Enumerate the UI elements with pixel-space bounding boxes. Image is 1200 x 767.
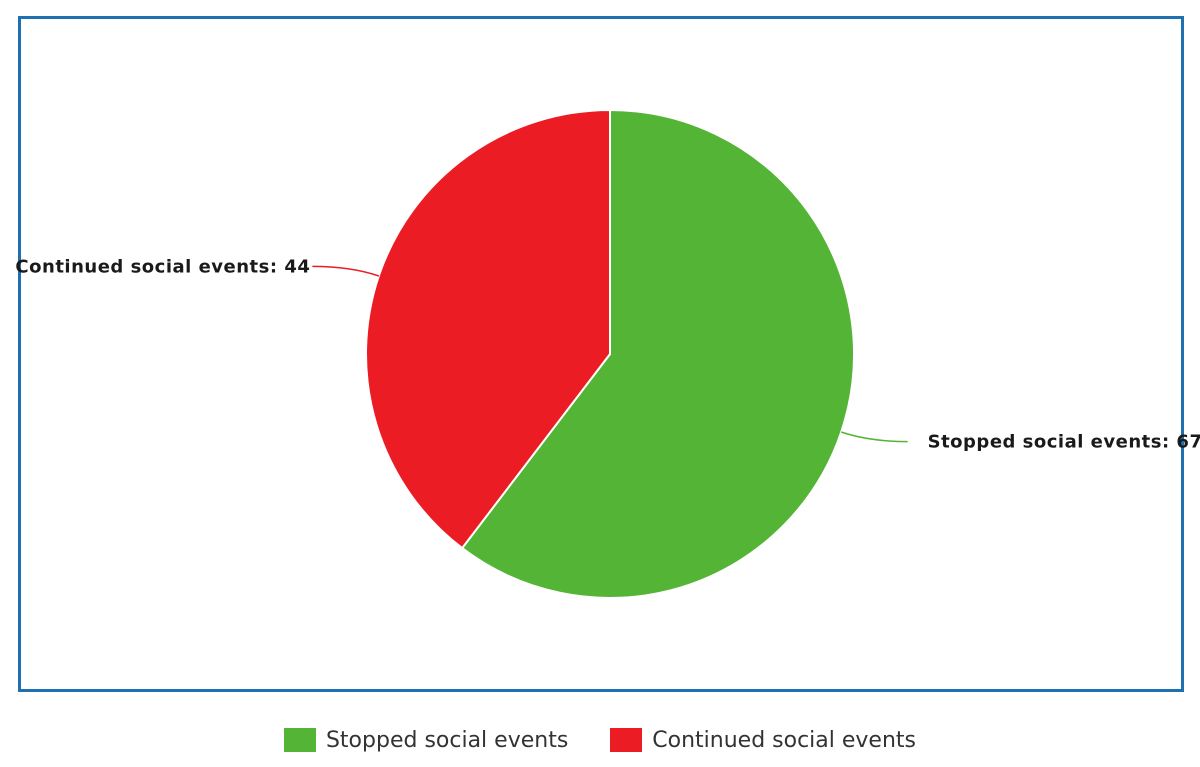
legend-label-stopped: Stopped social events: [325, 727, 569, 753]
legend-label-continued: Continued social events: [652, 727, 917, 753]
data-label-stopped: Stopped social events: 67: [928, 432, 1200, 453]
legend-item-stopped[interactable]: Stopped social events: [283, 727, 569, 753]
data-labels: Stopped social events: 67 Continued socia…: [15, 256, 1200, 452]
legend: Stopped social events Continued social e…: [0, 724, 1200, 756]
leader-line-continued: [312, 265, 380, 277]
legend-swatch-stopped: [283, 728, 316, 752]
legend-item-continued[interactable]: Continued social events: [610, 728, 916, 753]
legend-swatch-continued: [610, 728, 643, 752]
pie-slice-continued[interactable]: [365, 108, 611, 550]
leader-lines: [312, 265, 908, 443]
data-label-continued: Continued social events: 44: [15, 256, 310, 277]
leader-line-stopped: [840, 431, 908, 443]
pie-slices: [365, 108, 855, 599]
